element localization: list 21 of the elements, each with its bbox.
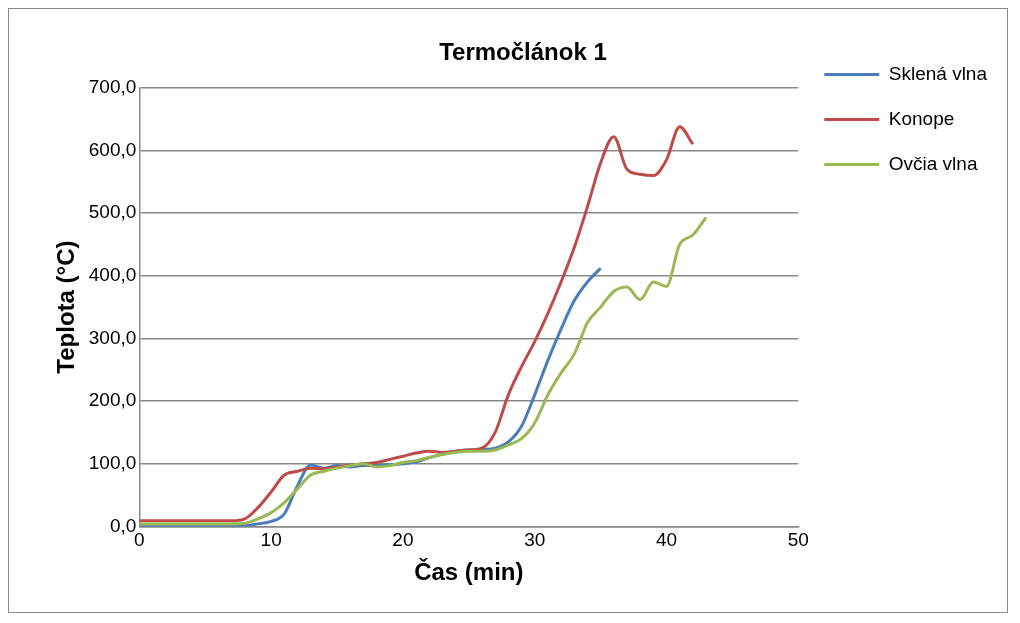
line-series [139, 125, 695, 523]
x-tick-label: 30 [524, 529, 546, 551]
y-tick-label: 500,0 [88, 201, 137, 223]
y-tick-label: 100,0 [88, 451, 137, 473]
legend-label: Ovčia vlna [888, 152, 978, 174]
y-tick-label: 700,0 [88, 76, 137, 98]
legend-label: Sklená vlna [888, 62, 988, 84]
x-tick-label: 0 [134, 529, 145, 551]
y-tick-label: 200,0 [88, 389, 137, 411]
chart-title: Termočlánok 1 [439, 38, 607, 66]
line-series [139, 216, 708, 526]
x-tick-label: 20 [392, 529, 414, 551]
x-tick-label: 10 [260, 529, 282, 551]
y-tick-label: 300,0 [88, 326, 137, 348]
y-tick-label: 400,0 [88, 264, 137, 286]
y-tick-label: 600,0 [88, 138, 137, 160]
legend-label: Konope [888, 107, 955, 129]
y-axis-title: Teplota (°C) [52, 240, 80, 374]
x-tick-label: 50 [787, 529, 809, 551]
x-axis-title: Čas (min) [414, 558, 524, 586]
x-tick-label: 40 [655, 529, 678, 551]
